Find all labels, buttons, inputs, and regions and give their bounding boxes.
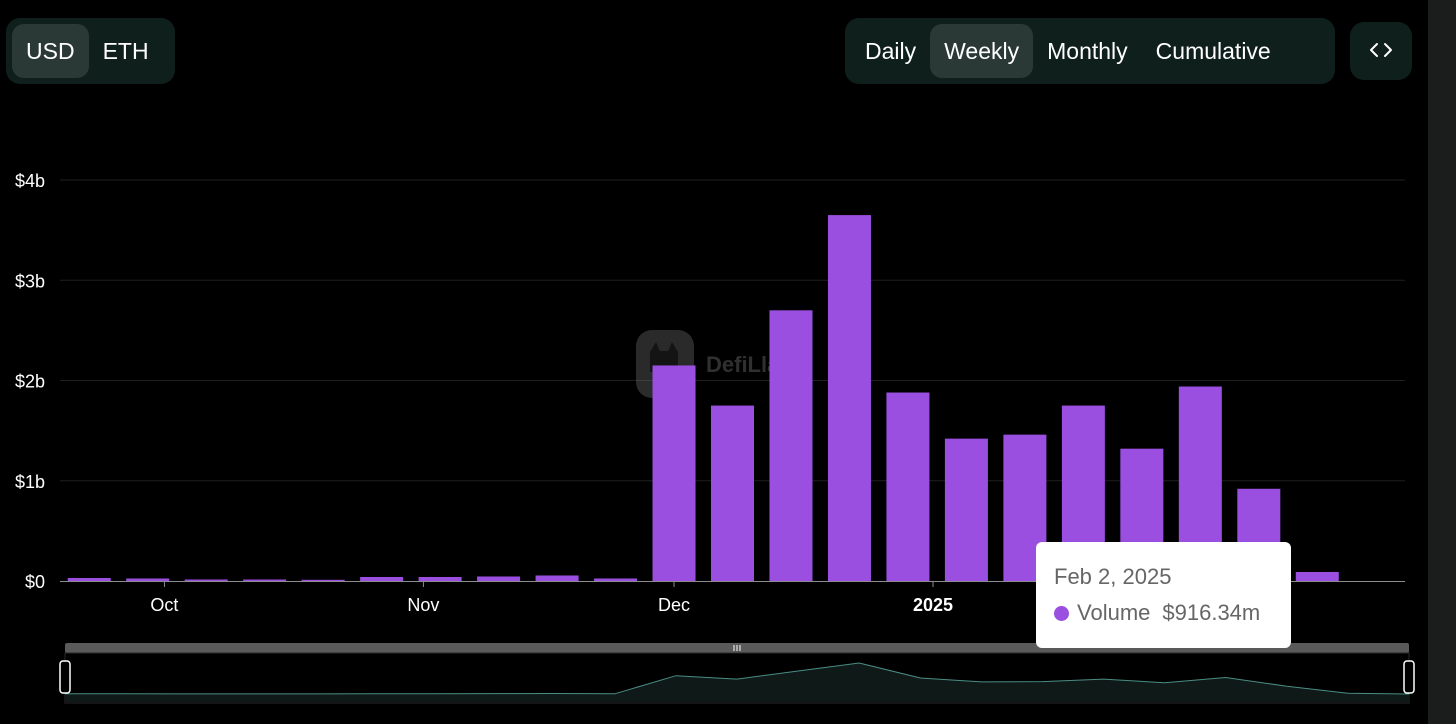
bar xyxy=(594,578,638,581)
period-option-weekly[interactable]: Weekly xyxy=(930,24,1034,78)
series-dot-icon xyxy=(1054,605,1069,621)
window-edge xyxy=(1428,0,1456,724)
bar xyxy=(243,579,287,581)
slider-right-handle[interactable] xyxy=(1403,660,1415,694)
bar xyxy=(301,579,345,581)
bar xyxy=(184,579,228,581)
bar xyxy=(711,405,754,581)
slider-area xyxy=(65,663,1409,702)
x-tick-label: 2025 xyxy=(913,595,953,615)
y-axis-ticks: $0 $1b $2b $3b $4b xyxy=(15,171,45,592)
tooltip-row: Volume $916.34m xyxy=(1054,600,1273,626)
bar xyxy=(418,576,462,581)
currency-toggle: USD ETH xyxy=(6,18,175,84)
bar xyxy=(652,365,696,581)
y-tick-label: $0 xyxy=(25,572,45,592)
period-option-cumulative[interactable]: Cumulative xyxy=(1155,38,1271,64)
slider-line xyxy=(64,662,1410,695)
period-toggle: Daily Weekly Monthly Cumulative xyxy=(845,18,1335,84)
y-tick-label: $1b xyxy=(15,472,45,492)
bar xyxy=(67,577,111,581)
tooltip: Feb 2, 2025 Volume $916.34m xyxy=(1036,542,1291,648)
llama-head-shape xyxy=(650,342,678,372)
embed-button[interactable] xyxy=(1350,22,1412,80)
bar xyxy=(1295,571,1339,581)
bar xyxy=(477,576,521,581)
tooltip-date: Feb 2, 2025 xyxy=(1054,564,1172,589)
bars xyxy=(67,215,1339,581)
zoom-slider[interactable] xyxy=(59,643,1415,704)
tooltip-value: $916.34m xyxy=(1162,600,1261,625)
bar xyxy=(126,578,170,581)
bar xyxy=(360,576,404,581)
bar xyxy=(827,215,871,581)
currency-option-eth[interactable]: ETH xyxy=(102,38,149,64)
x-tick-label: Dec xyxy=(658,595,690,615)
bar xyxy=(535,575,579,581)
currency-option-usd[interactable]: USD xyxy=(12,24,89,78)
period-option-daily[interactable]: Daily xyxy=(865,38,917,64)
y-tick-label: $4b xyxy=(15,171,45,191)
bar xyxy=(944,438,988,581)
bar xyxy=(886,392,930,581)
y-tick-label: $2b xyxy=(15,372,45,392)
tooltip-series-name: Volume xyxy=(1077,600,1151,625)
period-option-monthly[interactable]: Monthly xyxy=(1047,38,1128,64)
bar xyxy=(769,310,813,581)
slider-left-handle[interactable] xyxy=(59,660,71,694)
y-tick-label: $3b xyxy=(15,271,45,291)
x-tick-label: Nov xyxy=(407,595,439,615)
x-tick-label: Oct xyxy=(150,595,178,615)
code-brackets-icon xyxy=(1370,43,1392,57)
